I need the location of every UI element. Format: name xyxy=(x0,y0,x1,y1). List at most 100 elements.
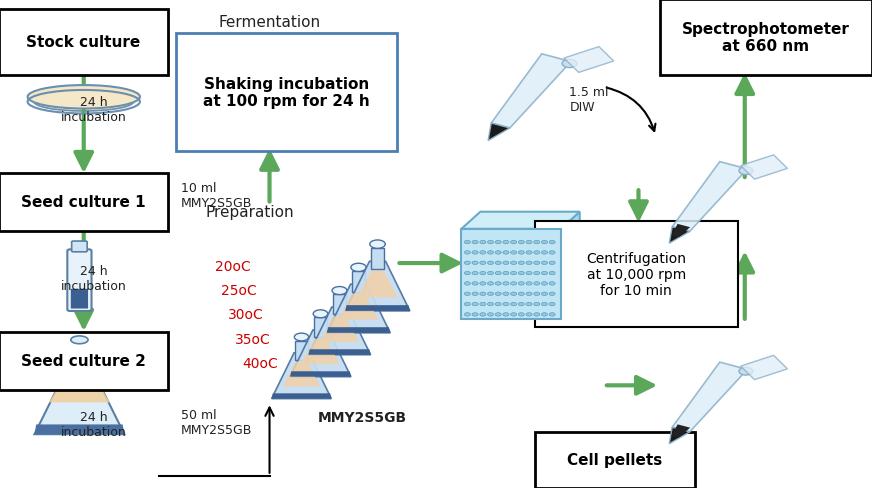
Ellipse shape xyxy=(313,310,328,318)
Circle shape xyxy=(465,303,470,306)
FancyBboxPatch shape xyxy=(461,229,561,320)
Text: 35oC: 35oC xyxy=(235,332,270,346)
Circle shape xyxy=(549,282,555,285)
Circle shape xyxy=(549,303,555,306)
Circle shape xyxy=(480,272,486,275)
Circle shape xyxy=(739,367,753,375)
Circle shape xyxy=(472,313,478,317)
Text: Cell pellets: Cell pellets xyxy=(567,452,663,468)
Circle shape xyxy=(487,241,494,244)
Polygon shape xyxy=(671,425,690,438)
Circle shape xyxy=(487,282,494,285)
Circle shape xyxy=(480,313,486,317)
Circle shape xyxy=(495,272,501,275)
Circle shape xyxy=(503,272,509,275)
Polygon shape xyxy=(290,371,351,377)
Ellipse shape xyxy=(370,241,385,249)
Circle shape xyxy=(495,251,501,255)
FancyBboxPatch shape xyxy=(176,34,397,151)
Circle shape xyxy=(526,272,532,275)
Polygon shape xyxy=(561,212,580,320)
Circle shape xyxy=(542,282,548,285)
Polygon shape xyxy=(488,124,510,141)
Ellipse shape xyxy=(34,93,133,112)
Polygon shape xyxy=(327,285,391,333)
Circle shape xyxy=(472,303,478,306)
Circle shape xyxy=(495,313,501,317)
Polygon shape xyxy=(49,363,110,403)
Polygon shape xyxy=(302,339,339,365)
Ellipse shape xyxy=(295,333,309,341)
Polygon shape xyxy=(71,344,88,361)
Circle shape xyxy=(472,251,478,255)
Circle shape xyxy=(526,282,532,285)
Circle shape xyxy=(526,262,532,265)
Circle shape xyxy=(511,292,516,296)
Circle shape xyxy=(465,272,470,275)
Text: Centrifugation
at 10,000 rpm
for 10 min: Centrifugation at 10,000 rpm for 10 min xyxy=(586,251,686,298)
Polygon shape xyxy=(309,349,371,355)
Circle shape xyxy=(518,262,524,265)
Circle shape xyxy=(480,241,486,244)
Circle shape xyxy=(472,272,478,275)
Text: Shaking incubation
at 100 rpm for 24 h: Shaking incubation at 100 rpm for 24 h xyxy=(203,77,370,109)
Circle shape xyxy=(549,313,555,317)
Circle shape xyxy=(549,251,555,255)
Circle shape xyxy=(542,313,548,317)
Text: Stock culture: Stock culture xyxy=(26,35,140,50)
Circle shape xyxy=(465,241,470,244)
Circle shape xyxy=(511,282,516,285)
Polygon shape xyxy=(670,427,690,444)
Circle shape xyxy=(526,251,532,255)
Ellipse shape xyxy=(332,287,347,295)
FancyBboxPatch shape xyxy=(0,173,167,232)
Circle shape xyxy=(487,251,494,255)
Circle shape xyxy=(503,313,509,317)
Circle shape xyxy=(518,313,524,317)
FancyBboxPatch shape xyxy=(67,250,92,311)
Polygon shape xyxy=(345,305,410,311)
Circle shape xyxy=(503,251,509,255)
Ellipse shape xyxy=(351,264,366,272)
FancyBboxPatch shape xyxy=(371,248,385,269)
FancyBboxPatch shape xyxy=(352,271,365,292)
Circle shape xyxy=(495,292,501,296)
Circle shape xyxy=(534,303,540,306)
Circle shape xyxy=(542,241,548,244)
Circle shape xyxy=(542,292,548,296)
Circle shape xyxy=(495,241,501,244)
Circle shape xyxy=(534,241,540,244)
Circle shape xyxy=(465,313,470,317)
Text: 30oC: 30oC xyxy=(228,308,264,322)
Circle shape xyxy=(526,313,532,317)
Polygon shape xyxy=(358,271,398,298)
Circle shape xyxy=(542,272,548,275)
Circle shape xyxy=(534,251,540,255)
Polygon shape xyxy=(670,227,690,244)
Circle shape xyxy=(739,167,753,175)
Polygon shape xyxy=(290,330,351,377)
Text: Preparation: Preparation xyxy=(205,205,294,220)
Circle shape xyxy=(503,241,509,244)
Circle shape xyxy=(480,292,486,296)
Circle shape xyxy=(518,241,524,244)
Circle shape xyxy=(518,303,524,306)
Text: Spectrophotometer
at 660 nm: Spectrophotometer at 660 nm xyxy=(682,21,850,54)
Text: 50 ml
MMY2S5GB: 50 ml MMY2S5GB xyxy=(181,408,252,436)
FancyBboxPatch shape xyxy=(0,332,167,390)
Circle shape xyxy=(503,303,509,306)
Circle shape xyxy=(511,251,516,255)
Text: 25oC: 25oC xyxy=(221,284,257,297)
Circle shape xyxy=(511,241,516,244)
Text: Fermentation: Fermentation xyxy=(219,15,321,29)
FancyBboxPatch shape xyxy=(314,318,327,338)
Polygon shape xyxy=(345,262,410,311)
Polygon shape xyxy=(338,294,378,320)
Circle shape xyxy=(518,292,524,296)
Polygon shape xyxy=(491,55,571,129)
Circle shape xyxy=(465,282,470,285)
Circle shape xyxy=(503,262,509,265)
Polygon shape xyxy=(35,425,125,434)
Polygon shape xyxy=(740,156,787,180)
Circle shape xyxy=(526,303,532,306)
